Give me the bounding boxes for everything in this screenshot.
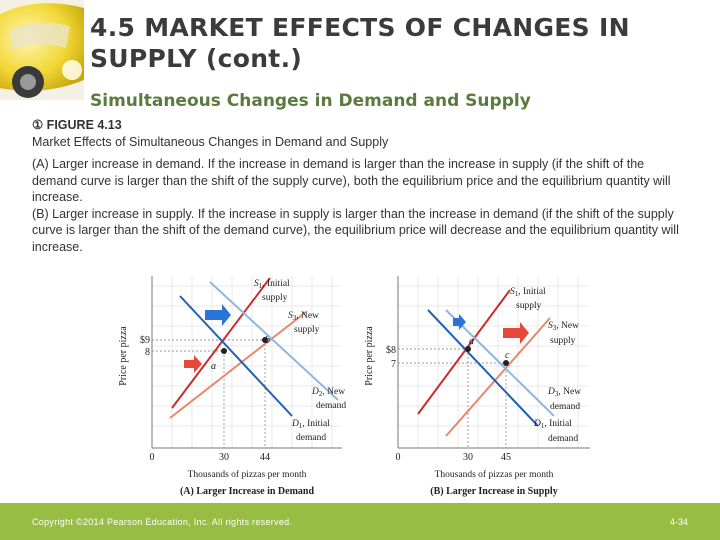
chart-b-label-d1-line2: demand	[548, 434, 578, 444]
chart-a-label-d1-line2: demand	[296, 433, 326, 443]
chart-a-point-b	[262, 337, 268, 343]
chart-a-label-d2: D2, New	[311, 387, 345, 398]
chart-b-label-s1: S1, Initial	[510, 287, 546, 298]
chart-a-label-s3: S3, New	[288, 311, 319, 322]
chart-a-grid	[152, 276, 340, 448]
chart-b-arrow-red-icon	[503, 322, 529, 344]
chart-b-label-s3: S3, New	[548, 321, 579, 332]
figure-label: ① FIGURE 4.13	[32, 118, 122, 132]
car-illustration-icon	[0, 0, 84, 100]
chart-b-label-s1-line2: supply	[516, 301, 542, 311]
footer-bar: Copyright ©2014 Pearson Education, Inc. …	[0, 503, 720, 540]
chart-b-supply-new-line	[445, 317, 551, 437]
chart-a-supply-initial-line	[171, 277, 271, 409]
chart-b-xtick-0: 0	[396, 452, 401, 463]
chart-a-demand-initial-line	[179, 295, 293, 417]
chart-b-label-d1: D1, Initial	[533, 419, 572, 430]
chart-b-xlabel: Thousands of pizzas per month	[435, 469, 554, 480]
chart-a-xtick-2: 44	[260, 452, 270, 463]
paragraph-b: (B) Larger increase in supply. If the in…	[32, 206, 679, 254]
chart-b-ytick-1: 7	[391, 359, 396, 370]
chart-panel-b: $8 7 0 30 45 Price per pizza Thousands o…	[358, 266, 603, 500]
chart-a-label-s1: S1, Initial	[254, 279, 290, 290]
chart-b-ytick-0: $8	[386, 345, 396, 356]
chart-b-supply-initial-line	[417, 289, 511, 415]
chart-a-demand-new-line	[209, 281, 339, 401]
chart-a-panel-title: (A) Larger Increase in Demand	[180, 486, 314, 497]
chart-a-arrow-red-icon	[184, 355, 202, 373]
chart-a-xlabel: Thousands of pizzas per month	[188, 469, 307, 480]
chart-b-point-a	[465, 346, 471, 352]
chart-b-ylabel: Price per pizza	[364, 326, 375, 386]
chart-b-point-c	[503, 360, 509, 366]
chart-a-point-b-label: b	[265, 335, 270, 346]
chart-b-label-s3-line2: supply	[550, 336, 576, 346]
figure-caption: ① FIGURE 4.13 Market Effects of Simultan…	[32, 117, 692, 255]
chart-a-ylabel: Price per pizza	[118, 326, 129, 386]
chart-b-demand-new-line	[445, 309, 555, 417]
chart-a-label-d2-line2: demand	[316, 401, 346, 411]
chart-a-point-a-label: a	[211, 361, 216, 372]
chart-b-point-a-label: a	[469, 336, 474, 347]
page-number: 4-34	[669, 517, 688, 527]
paragraph-a: (A) Larger increase in demand. If the in…	[32, 157, 671, 204]
chart-b-arrow-blue-icon	[453, 314, 466, 330]
chart-a-xtick-0: 0	[150, 452, 155, 463]
chart-panel-a: $9 8 0 30 44 Price per pizza Thousands o…	[110, 266, 355, 500]
chart-b-point-c-label: c	[505, 350, 510, 361]
chart-b-guides	[398, 348, 507, 448]
chart-a-label-s3-line2: supply	[294, 325, 320, 335]
chart-a-point-a	[221, 348, 227, 354]
chart-b-xtick-1: 30	[463, 452, 473, 463]
copyright-text: Copyright ©2014 Pearson Education, Inc. …	[32, 517, 293, 527]
chart-a-label-d1: D1, Initial	[291, 419, 330, 430]
chart-a-xtick-1: 30	[219, 452, 229, 463]
chart-b-demand-initial-line	[427, 309, 539, 427]
chart-a-supply-new-line	[169, 311, 307, 419]
chart-a-ytick-1: 8	[145, 347, 150, 358]
chart-a-label-s1-line2: supply	[262, 293, 288, 303]
chart-b-svg: $8 7 0 30 45 Price per pizza Thousands o…	[364, 266, 598, 497]
chart-b-xtick-2: 45	[501, 452, 511, 463]
chart-a-guides	[152, 339, 266, 448]
chart-b-label-d3: D3, New	[547, 387, 581, 398]
chart-a-ytick-0: $9	[140, 335, 150, 346]
decorative-car-image	[0, 0, 84, 100]
chart-a-arrow-blue-icon	[205, 304, 231, 326]
chart-b-panel-title: (B) Larger Increase in Supply	[430, 486, 557, 497]
chart-b-label-d3-line2: demand	[550, 402, 580, 412]
figure-title: Market Effects of Simultaneous Changes i…	[32, 134, 389, 149]
slide-title: 4.5 MARKET EFFECTS OF CHANGES IN SUPPLY …	[90, 13, 630, 73]
slide-subtitle: Simultaneous Changes in Demand and Suppl…	[90, 91, 531, 111]
chart-a-svg: $9 8 0 30 44 Price per pizza Thousands o…	[118, 266, 352, 497]
chart-b-grid	[398, 276, 588, 448]
